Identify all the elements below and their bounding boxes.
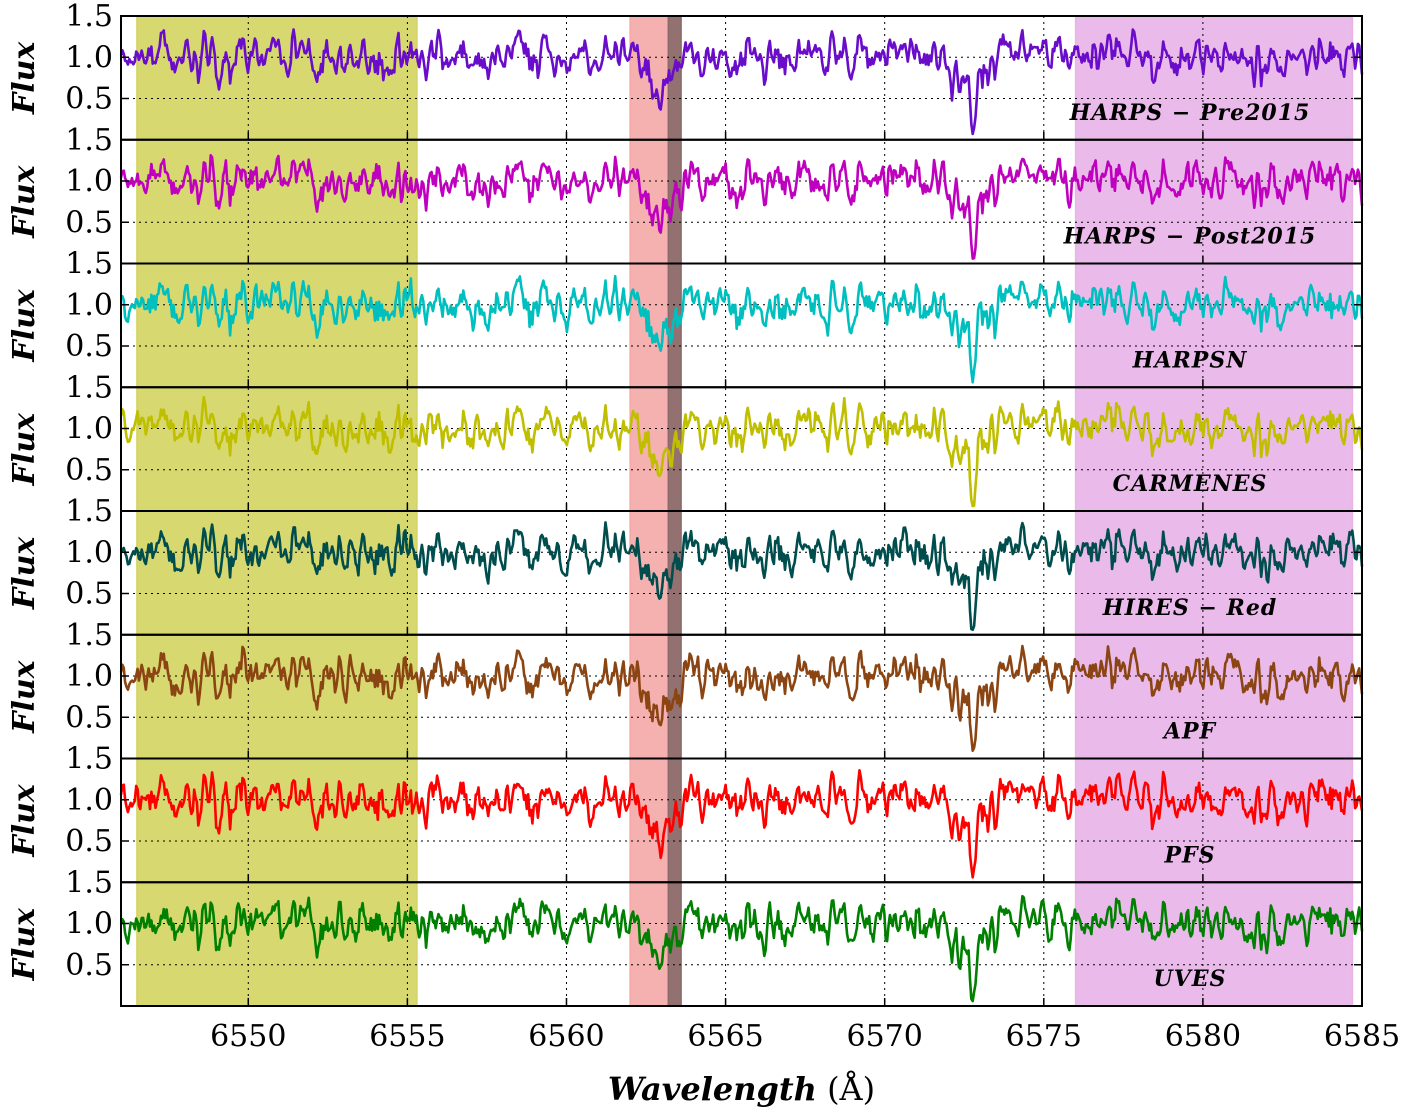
series-line-4 bbox=[119, 521, 1364, 632]
series-line-2 bbox=[120, 274, 1364, 384]
y-tick-label: 1.0 bbox=[65, 907, 113, 942]
y-tick-label: 0.5 bbox=[65, 329, 113, 364]
y-tick-label: 1.5 bbox=[65, 618, 113, 653]
series-label: PFS bbox=[1163, 842, 1215, 868]
y-tick-label: 1.0 bbox=[65, 783, 113, 818]
x-axis-unit: (Å) bbox=[817, 1070, 875, 1108]
y-axis-label: Flux bbox=[7, 412, 42, 487]
y-axis-label: Flux bbox=[7, 783, 42, 858]
series-label: HARPS − Pre2015 bbox=[1069, 100, 1311, 126]
series-line-6 bbox=[119, 768, 1364, 879]
x-tick-label: 6565 bbox=[687, 1019, 763, 1054]
y-tick-label: 1.0 bbox=[65, 535, 113, 570]
x-tick-label: 6580 bbox=[1165, 1019, 1241, 1054]
y-tick-label: 1.5 bbox=[65, 247, 113, 282]
x-tick-label: 6560 bbox=[528, 1019, 604, 1054]
series-label: APF bbox=[1162, 719, 1217, 745]
y-tick-label: 1.5 bbox=[65, 865, 113, 900]
y-tick-label: 0.5 bbox=[65, 824, 113, 859]
series-line-1 bbox=[119, 154, 1364, 260]
x-tick-label: 6585 bbox=[1324, 1019, 1400, 1054]
series-line-3 bbox=[119, 395, 1364, 508]
y-tick-label: 1.5 bbox=[65, 370, 113, 405]
y-tick-label: 1.0 bbox=[65, 40, 113, 75]
y-tick-label: 1.5 bbox=[65, 123, 113, 158]
series-label: HARPS − Post2015 bbox=[1063, 224, 1317, 250]
series-line-0 bbox=[119, 28, 1364, 136]
y-axis-label: Flux bbox=[7, 536, 42, 611]
x-tick-label: 6550 bbox=[210, 1019, 286, 1054]
series-label: HIRES − Red bbox=[1102, 595, 1277, 621]
y-tick-label: 0.5 bbox=[65, 577, 113, 612]
y-tick-label: 1.0 bbox=[65, 659, 113, 694]
y-tick-label: 1.0 bbox=[65, 412, 113, 447]
y-tick-label: 0.5 bbox=[65, 453, 113, 488]
series-label: HARPSN bbox=[1132, 347, 1248, 373]
series-line-7 bbox=[119, 894, 1364, 1003]
series-line-5 bbox=[119, 644, 1364, 753]
series-label: CARMENES bbox=[1113, 471, 1268, 497]
y-tick-label: 1.5 bbox=[65, 494, 113, 529]
x-tick-label: 6555 bbox=[369, 1019, 445, 1054]
x-axis-label-text: Wavelength bbox=[608, 1070, 817, 1108]
y-axis-label: Flux bbox=[7, 659, 42, 734]
y-tick-label: 1.0 bbox=[65, 164, 113, 199]
y-tick-label: 0.5 bbox=[65, 205, 113, 240]
y-axis-label: Flux bbox=[7, 164, 42, 239]
y-axis-label: Flux bbox=[7, 288, 42, 363]
y-tick-label: 0.5 bbox=[65, 948, 113, 983]
x-tick-label: 6570 bbox=[847, 1019, 923, 1054]
x-tick-label: 6575 bbox=[1006, 1019, 1082, 1054]
y-tick-label: 1.5 bbox=[65, 0, 113, 34]
y-axis-label: Flux bbox=[7, 907, 42, 982]
y-axis-label: Flux bbox=[7, 41, 42, 116]
y-tick-label: 0.5 bbox=[65, 82, 113, 117]
y-tick-label: 1.5 bbox=[65, 742, 113, 777]
x-axis-label: Wavelength (Å) bbox=[608, 1070, 875, 1108]
y-tick-label: 1.0 bbox=[65, 288, 113, 323]
series-label: UVES bbox=[1154, 966, 1227, 992]
y-tick-label: 0.5 bbox=[65, 700, 113, 735]
panel-frame bbox=[120, 881, 1363, 1007]
